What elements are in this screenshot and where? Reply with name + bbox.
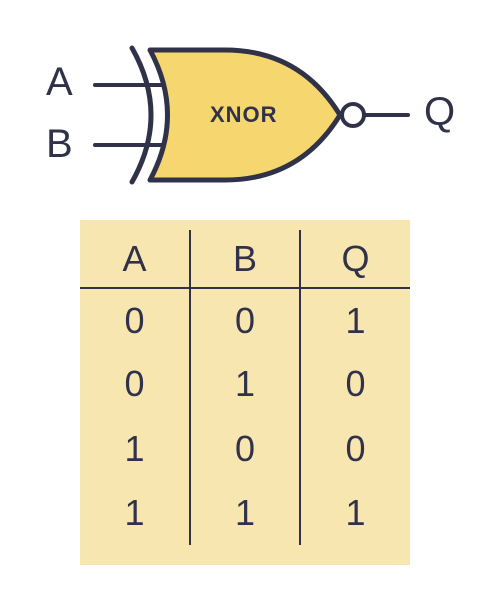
cell: 1 <box>190 481 300 545</box>
cell: 0 <box>190 288 300 352</box>
inversion-bubble <box>342 104 364 126</box>
table-row: 1 1 1 <box>80 481 410 545</box>
input-label-a: A <box>46 60 73 105</box>
table-row: 0 1 0 <box>80 352 410 416</box>
cell: 1 <box>80 417 190 481</box>
truth-table: A B Q 0 0 1 0 1 0 1 0 <box>80 220 410 565</box>
input-label-b: B <box>46 122 73 167</box>
cell: 0 <box>80 352 190 416</box>
cell: 1 <box>190 352 300 416</box>
cell: 0 <box>300 352 410 416</box>
output-label-q: Q <box>424 90 455 135</box>
table-row: 0 0 1 <box>80 288 410 352</box>
cell: 0 <box>300 417 410 481</box>
cell: 0 <box>190 417 300 481</box>
cell: 1 <box>300 288 410 352</box>
truth-table-grid: A B Q 0 0 1 0 1 0 1 0 <box>80 230 410 545</box>
cell: 1 <box>80 481 190 545</box>
col-header: B <box>190 230 300 288</box>
table-row: 1 0 0 <box>80 417 410 481</box>
cell: 1 <box>300 481 410 545</box>
cell: 0 <box>80 288 190 352</box>
logic-gate-diagram: A B Q XNOR A B Q 0 0 1 0 1 <box>0 0 500 600</box>
table-header-row: A B Q <box>80 230 410 288</box>
gate-name-label: XNOR <box>210 102 278 128</box>
col-header: Q <box>300 230 410 288</box>
col-header: A <box>80 230 190 288</box>
gate-back-arc <box>132 48 151 182</box>
gate-area: A B Q XNOR <box>40 30 460 200</box>
